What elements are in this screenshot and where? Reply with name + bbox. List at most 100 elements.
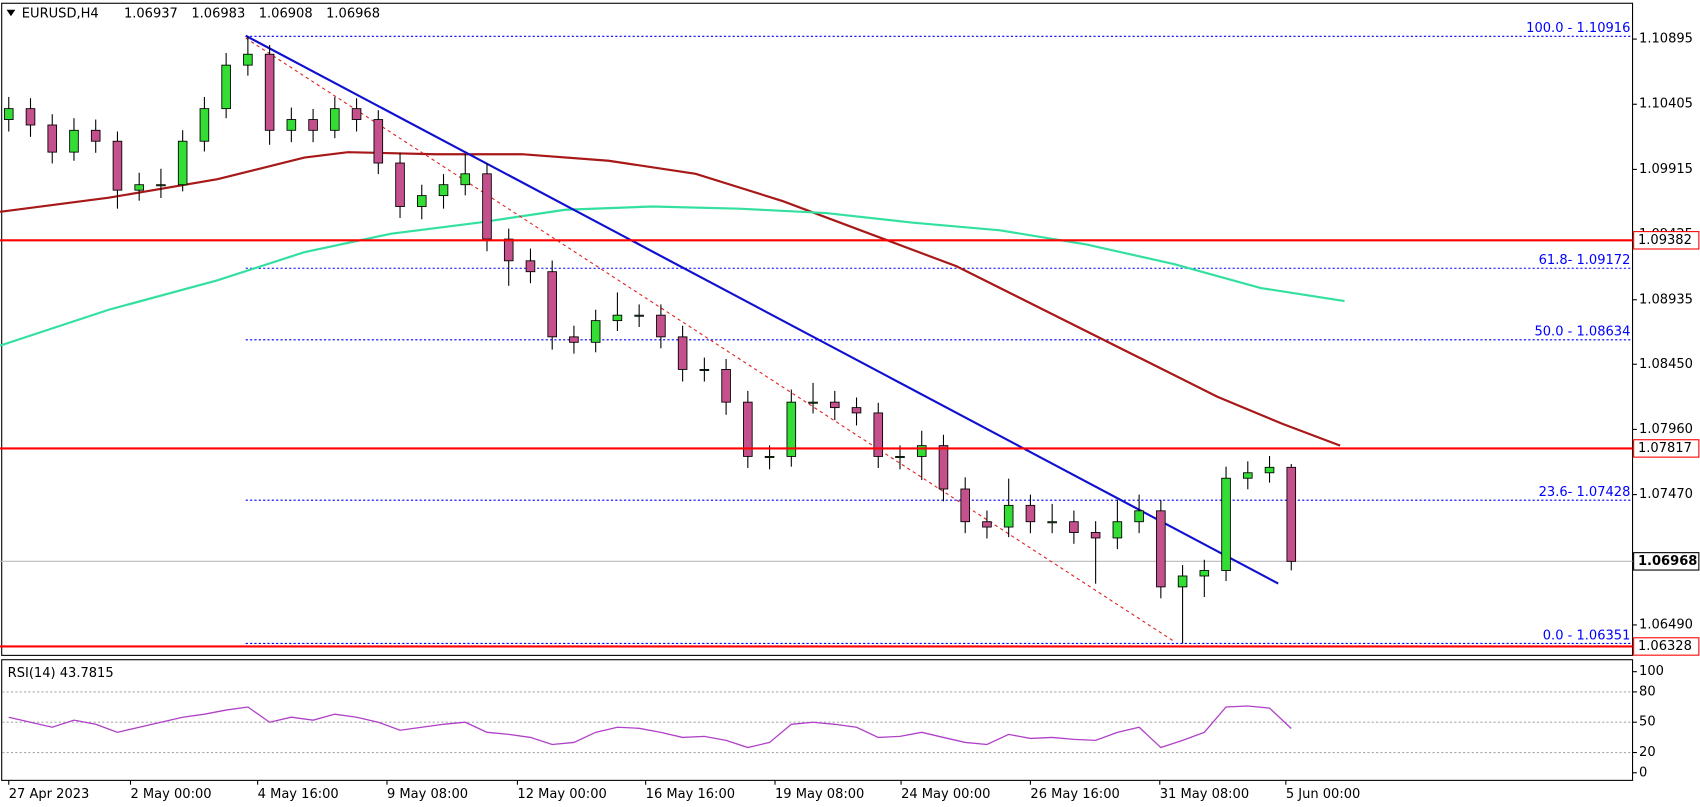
trend-line bbox=[245, 34, 1279, 585]
x-tick-label: 26 May 16:00 bbox=[1030, 787, 1119, 802]
candle-body bbox=[808, 401, 818, 404]
header-price: 1.06937 bbox=[124, 7, 178, 22]
candle-body bbox=[895, 455, 905, 458]
candle-body bbox=[177, 140, 188, 186]
candle-body bbox=[677, 336, 688, 370]
candle-body bbox=[743, 401, 753, 457]
candle-body bbox=[69, 129, 79, 153]
candle-body bbox=[547, 271, 557, 338]
candle-body bbox=[438, 184, 449, 197]
fib-label: 23.6- 1.07428 bbox=[1539, 485, 1631, 500]
candle-body bbox=[830, 401, 840, 409]
x-tick-label: 5 Jun 00:00 bbox=[1286, 787, 1361, 802]
candle-body bbox=[1177, 575, 1188, 588]
candle-body bbox=[199, 108, 210, 142]
y-tick-label: 1.07470 bbox=[1639, 487, 1693, 502]
candle-body bbox=[960, 488, 970, 523]
rsi-y-tick-label: 20 bbox=[1639, 745, 1656, 760]
candle-body bbox=[416, 195, 427, 207]
candle-body bbox=[351, 108, 362, 120]
candle-body bbox=[634, 314, 644, 317]
x-tick-label: 16 May 16:00 bbox=[646, 787, 735, 802]
main-panel-frame bbox=[1, 2, 1634, 656]
rsi-y-tick-label: 100 bbox=[1639, 664, 1664, 679]
candle-body bbox=[569, 336, 579, 343]
x-tick-label: 2 May 00:00 bbox=[130, 787, 211, 802]
candle-body bbox=[1112, 521, 1123, 539]
candle-body bbox=[47, 124, 58, 153]
menu-triangle bbox=[6, 9, 16, 17]
header-price: 1.06968 bbox=[326, 7, 380, 22]
candle-body bbox=[1156, 510, 1166, 588]
x-tick-label: 9 May 08:00 bbox=[387, 787, 468, 802]
candle-body bbox=[1221, 477, 1231, 571]
candle-body bbox=[243, 53, 253, 66]
candle-body bbox=[1243, 472, 1253, 479]
candle-body bbox=[1264, 466, 1275, 474]
y-tick-label: 1.10895 bbox=[1639, 32, 1693, 47]
header-price: 1.06983 bbox=[191, 7, 245, 22]
candle-body bbox=[612, 314, 623, 322]
bid-label-box bbox=[1633, 552, 1700, 571]
candle-body bbox=[699, 369, 710, 371]
candle-body bbox=[221, 64, 231, 110]
y-tick-label: 1.06490 bbox=[1639, 617, 1693, 632]
rsi-y-tick-label: 80 bbox=[1639, 684, 1656, 699]
candle-body bbox=[330, 108, 340, 131]
moving-average bbox=[0, 151, 1341, 447]
level-label: 1.07817 bbox=[1638, 441, 1692, 456]
candle-body bbox=[1047, 521, 1057, 524]
candle-body bbox=[786, 401, 797, 457]
candle-body bbox=[851, 407, 862, 414]
y-tick-label: 1.07960 bbox=[1639, 422, 1693, 437]
x-tick-label: 24 May 00:00 bbox=[901, 787, 990, 802]
candle-body bbox=[1090, 532, 1101, 539]
level-label: 1.06328 bbox=[1638, 639, 1692, 654]
x-tick-label: 31 May 08:00 bbox=[1160, 787, 1249, 802]
candle-body bbox=[1069, 521, 1079, 533]
candle-body bbox=[1003, 504, 1014, 528]
candle-body bbox=[373, 119, 384, 164]
rsi-line bbox=[8, 705, 1292, 749]
candle-body bbox=[112, 140, 123, 191]
y-tick-label: 1.09915 bbox=[1639, 162, 1693, 177]
candle-body bbox=[525, 260, 536, 273]
candle-body bbox=[90, 129, 101, 142]
candle-body bbox=[721, 369, 731, 403]
candle-body bbox=[503, 238, 514, 262]
level-label: 1.09382 bbox=[1638, 233, 1692, 248]
fib-label: 100.0 - 1.10916 bbox=[1526, 21, 1630, 36]
candle-body bbox=[264, 53, 275, 131]
y-tick-label: 1.08450 bbox=[1639, 357, 1693, 372]
candle-body bbox=[1134, 510, 1144, 523]
y-tick-label: 1.10405 bbox=[1639, 97, 1693, 112]
level-label-box bbox=[1633, 231, 1700, 250]
rsi-y-tick-label: 50 bbox=[1639, 715, 1656, 730]
candle-body bbox=[764, 455, 775, 458]
candle-body bbox=[656, 314, 666, 338]
level-label-box bbox=[1633, 439, 1700, 458]
x-tick-label: 19 May 08:00 bbox=[775, 787, 864, 802]
candle-body bbox=[590, 320, 601, 343]
trend-line bbox=[245, 37, 1175, 642]
candle-body bbox=[3, 108, 14, 120]
rsi-current: 43.7815 bbox=[60, 665, 114, 680]
fib-label: 61.8- 1.09172 bbox=[1539, 253, 1631, 268]
moving-average bbox=[0, 205, 1345, 347]
candle-body bbox=[1199, 570, 1210, 577]
header-price: 1.06908 bbox=[259, 7, 313, 22]
candle-body bbox=[916, 445, 927, 457]
rsi-y-tick-label: 0 bbox=[1639, 765, 1647, 780]
candle-body bbox=[482, 173, 492, 240]
y-tick-label: 1.08935 bbox=[1639, 292, 1693, 307]
fib-label: 50.0 - 1.08634 bbox=[1534, 325, 1630, 340]
candle-body bbox=[25, 108, 36, 126]
candle-body bbox=[1286, 466, 1297, 562]
candle-body bbox=[156, 184, 166, 187]
bid-label: 1.06968 bbox=[1638, 554, 1697, 569]
fib-label: 0.0 - 1.06351 bbox=[1543, 628, 1631, 643]
candle-body bbox=[308, 119, 318, 131]
